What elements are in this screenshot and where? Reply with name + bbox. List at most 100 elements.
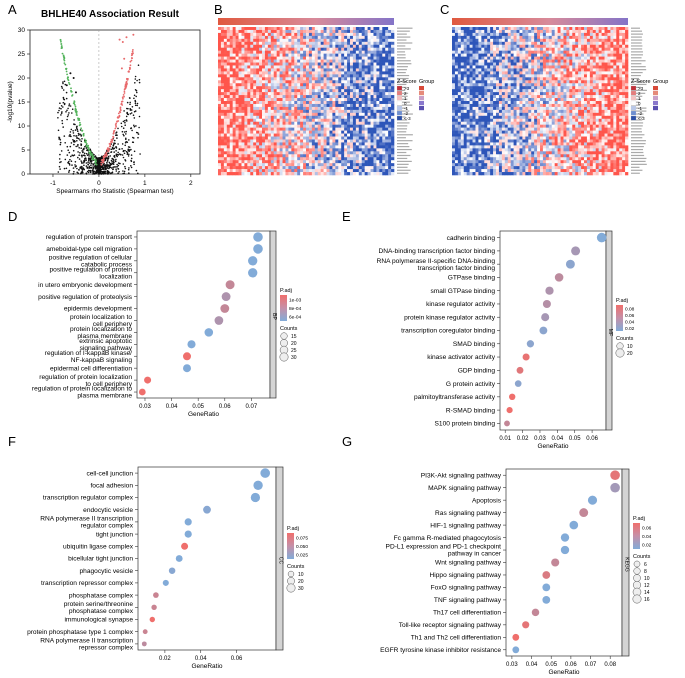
heat-cell: [314, 59, 319, 63]
heat-cell: [572, 38, 576, 43]
heat-cell: [282, 77, 286, 81]
heat-cell: [297, 136, 301, 140]
heat-cell: [370, 101, 374, 105]
gene-point: [117, 127, 119, 130]
heat-cell: [294, 71, 298, 75]
heat-cell: [373, 59, 377, 63]
heat-cell: [507, 41, 511, 46]
heat-cell: [370, 68, 374, 72]
heat-cell: [317, 124, 321, 128]
heat-cell: [288, 148, 292, 152]
heat-cell: [607, 59, 611, 63]
heat-cell: [256, 98, 260, 102]
heat-cell: [229, 50, 233, 54]
heat-cell: [625, 32, 629, 37]
heat-cell: [607, 41, 611, 46]
gene-point: [98, 168, 100, 170]
heat-cell: [338, 65, 342, 69]
heat-cell: [370, 65, 374, 69]
gene-point: [68, 169, 71, 172]
gene-point: [121, 148, 123, 150]
heat-cell: [519, 41, 523, 46]
heat-cell: [341, 148, 345, 152]
heat-cell: [341, 172, 345, 176]
heat-cell: [388, 62, 392, 66]
heat-cell: [376, 86, 380, 90]
heat-cell: [297, 62, 301, 66]
heat-cell: [367, 130, 371, 134]
heat-cell: [350, 27, 354, 31]
heat-cell: [282, 86, 286, 90]
heat-cell: [347, 77, 351, 81]
heat-cell: [364, 53, 368, 57]
heat-cell: [385, 133, 389, 137]
heat-cell: [300, 98, 304, 102]
heat-cell: [452, 53, 456, 57]
heat-cell: [256, 83, 260, 87]
heat-cell: [350, 115, 354, 120]
heat-cell: [551, 53, 555, 57]
heat-cell: [329, 27, 333, 31]
heat-cell: [391, 139, 395, 143]
gene-point-positive: [108, 145, 111, 148]
gene-point-negative: [73, 103, 76, 106]
heat-cell: [528, 29, 532, 34]
heat-cell: [314, 139, 319, 143]
heat-cell: [303, 115, 307, 120]
heat-cell: [267, 118, 272, 123]
heat-cell: [323, 38, 327, 43]
heat-cell: [373, 56, 377, 60]
heat-cell: [586, 29, 591, 34]
heat-cell: [323, 115, 327, 120]
heat-cell: [598, 41, 602, 46]
heat-cell: [335, 53, 339, 57]
heat-cell: [373, 68, 377, 72]
heat-cell: [247, 83, 251, 87]
heat-cell: [297, 41, 301, 46]
heat-cell: [581, 29, 585, 34]
heat-cell: [250, 89, 254, 93]
heat-cell: [235, 29, 239, 34]
heat-cell: [235, 95, 239, 99]
heat-cell: [270, 44, 275, 49]
heat-cell: [554, 56, 558, 60]
gene-point: [60, 114, 62, 116]
heat-cell: [308, 98, 313, 102]
heat-cell: [341, 44, 345, 49]
heat-cell: [454, 47, 459, 51]
heat-cell: [347, 59, 351, 63]
heat-cell: [513, 56, 517, 60]
gene-point: [137, 64, 140, 66]
heat-cell: [382, 59, 386, 63]
gene-point: [71, 112, 73, 114]
heat-cell: [370, 127, 374, 131]
heat-cell: [229, 53, 233, 57]
heat-cell: [563, 32, 567, 37]
heat-cell: [220, 151, 225, 155]
heat-cell: [294, 145, 298, 149]
heat-cell: [367, 92, 371, 96]
heat-cell: [320, 32, 324, 37]
gene-point: [138, 115, 141, 118]
heat-cell: [379, 92, 383, 96]
heat-cell: [232, 68, 236, 72]
gene-point-negative: [74, 107, 77, 110]
heat-cell: [279, 136, 283, 140]
gene-label-glyph: [397, 151, 407, 154]
heat-cell: [361, 148, 365, 152]
heat-cell: [308, 74, 313, 78]
heat-cell: [235, 83, 239, 87]
heat-cell: [311, 145, 316, 149]
heat-cell: [241, 112, 245, 117]
heat-cell: [282, 103, 286, 108]
heat-cell: [218, 115, 222, 120]
heat-cell: [566, 44, 570, 49]
heat-cell: [332, 169, 336, 173]
heat-cell: [300, 118, 304, 123]
heat-cell: [613, 53, 617, 57]
heat-cell: [364, 92, 368, 96]
heat-cell: [244, 157, 248, 161]
heat-cell: [575, 56, 579, 60]
gene-point: [58, 158, 61, 160]
heat-cell: [220, 124, 225, 128]
